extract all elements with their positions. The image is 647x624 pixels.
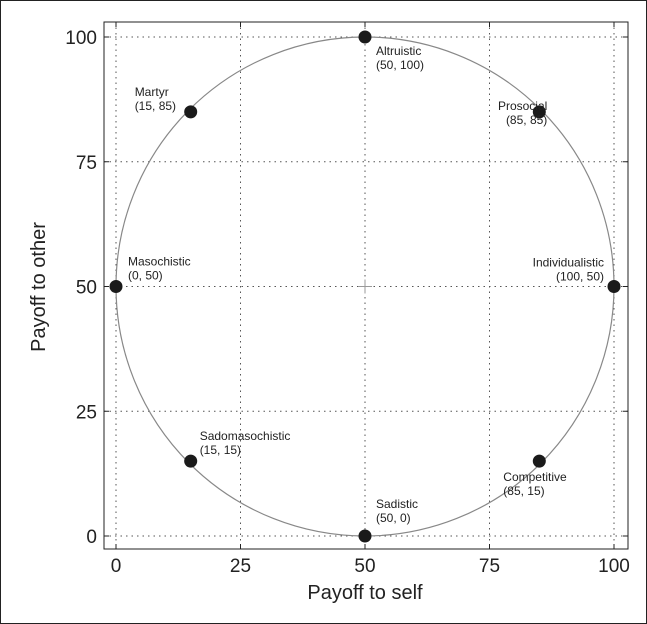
y-tick-label: 25 (76, 402, 97, 423)
point-label-coord: (100, 50) (556, 270, 604, 284)
point-sadistic (358, 529, 372, 543)
x-axis-label: Payoff to self (307, 582, 423, 604)
point-label-coord: (0, 50) (128, 269, 163, 283)
point-label-coord: (85, 85) (506, 113, 547, 127)
plot-frame (103, 21, 629, 550)
point-label-coord: (85, 15) (503, 484, 544, 498)
point-masochistic (109, 280, 123, 293)
point-label-name: Competitive (503, 470, 567, 484)
y-tick-label: 100 (65, 28, 97, 49)
x-tick-label: 25 (230, 556, 251, 577)
x-tick-label: 75 (479, 556, 500, 577)
point-prosocial (532, 105, 546, 119)
point-label-name: Martyr (135, 85, 169, 99)
point-altruistic (358, 30, 372, 44)
point-label-name: Prosocial (498, 99, 547, 113)
point-label-coord: (50, 0) (376, 511, 411, 525)
plot-area: 00 25 25 50 50 75 75 100 100 Altruistic(50, 100) P… (65, 21, 630, 577)
x-tick-label: 0 (111, 556, 122, 577)
y-tick-label: 75 (76, 153, 97, 174)
y-tick-label: 50 (76, 278, 97, 299)
point-sadomasochistic (184, 454, 198, 468)
y-tick-label: 0 (86, 527, 97, 548)
x-tick-label: 50 (354, 556, 375, 577)
point-label-name: Altruistic (376, 44, 421, 58)
point-label-name: Individualistic (533, 256, 604, 270)
point-label-name: Sadistic (376, 497, 418, 511)
point-martyr (184, 105, 198, 119)
point-label-coord: (50, 100) (376, 58, 424, 72)
x-tick-label: 100 (598, 556, 630, 577)
point-competitive (532, 454, 546, 468)
point-label-name: Sadomasochistic (200, 429, 291, 443)
point-label-coord: (15, 15) (200, 443, 241, 457)
y-axis-label: Payoff to other (28, 222, 50, 352)
point-individualistic (607, 280, 621, 293)
point-label-coord: (15, 85) (135, 99, 176, 113)
point-label-name: Masochistic (128, 255, 191, 269)
